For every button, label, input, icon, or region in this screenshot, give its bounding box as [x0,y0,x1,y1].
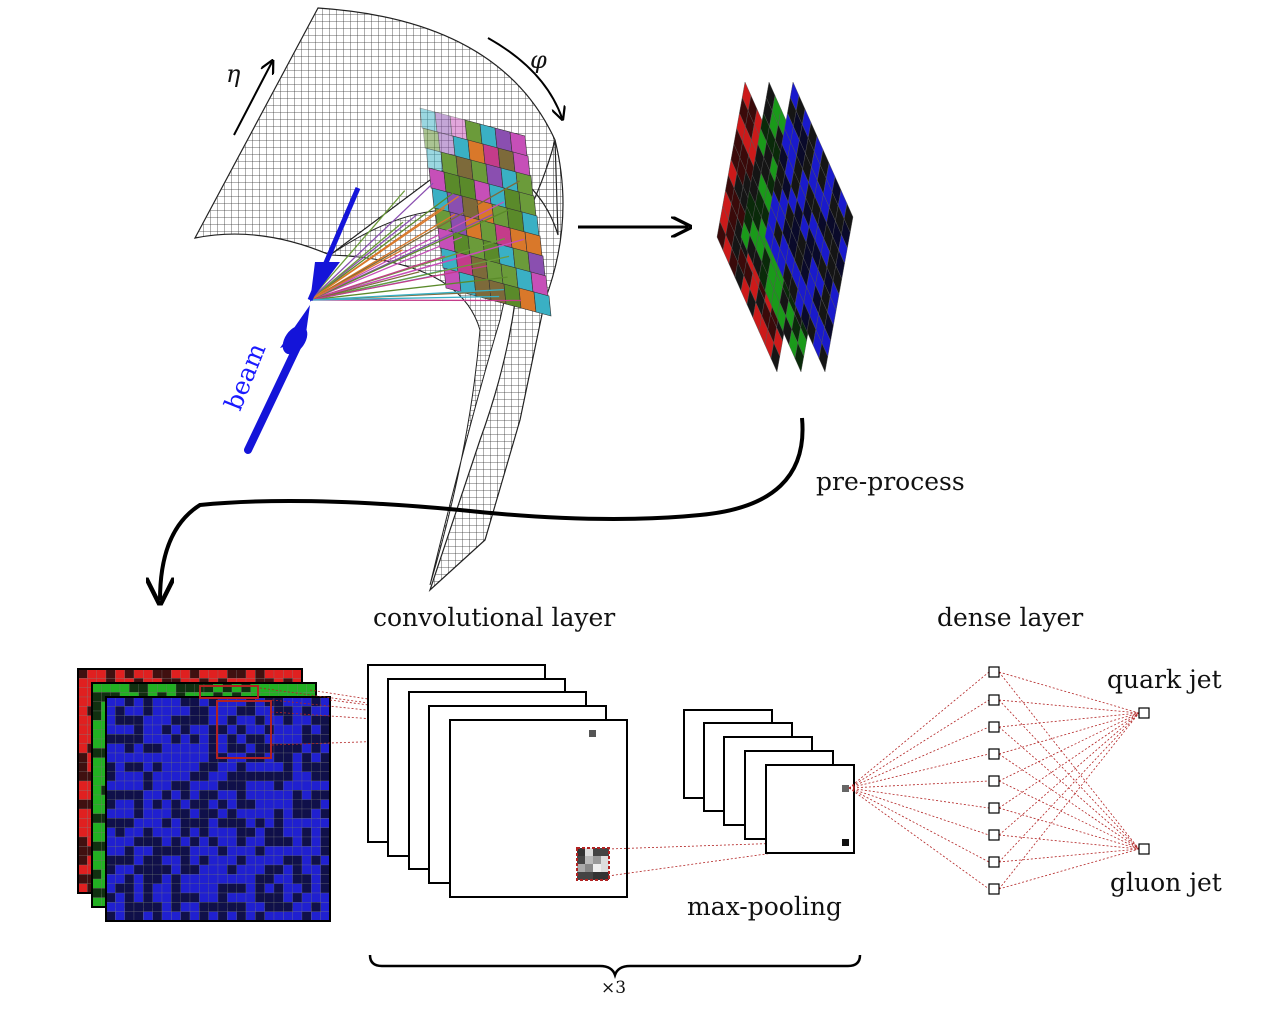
eta-arrow [233,62,272,136]
beam-label: beam [219,339,272,414]
conv-patch [576,847,610,881]
conv-feature-maps [367,664,628,898]
input-image-channels [77,668,331,922]
dense-nodes [988,666,1000,895]
eta-label: η [226,60,241,88]
dense-connections [848,671,1140,890]
preprocess-arrow [160,417,805,600]
particle-tracks [309,180,524,302]
quark-label: quark jet [1107,665,1222,694]
phi-label: φ [530,46,547,74]
channel-image-stack [716,81,854,373]
pooling-maps [683,709,855,854]
repeat-brace [368,954,862,979]
preprocess-label: pre-process [816,467,965,496]
repeat-label: ×3 [601,978,626,998]
phi-arrow [487,37,562,118]
gluon-output-node [1138,843,1150,855]
detector-cylinder [193,7,564,592]
quark-output-node [1138,707,1150,719]
conv-label: convolutional layer [373,603,615,632]
maxpool-label: max-pooling [687,892,842,921]
gluon-label: gluon jet [1110,868,1222,897]
beam-pipe [244,187,361,454]
dense-label: dense layer [937,603,1083,632]
